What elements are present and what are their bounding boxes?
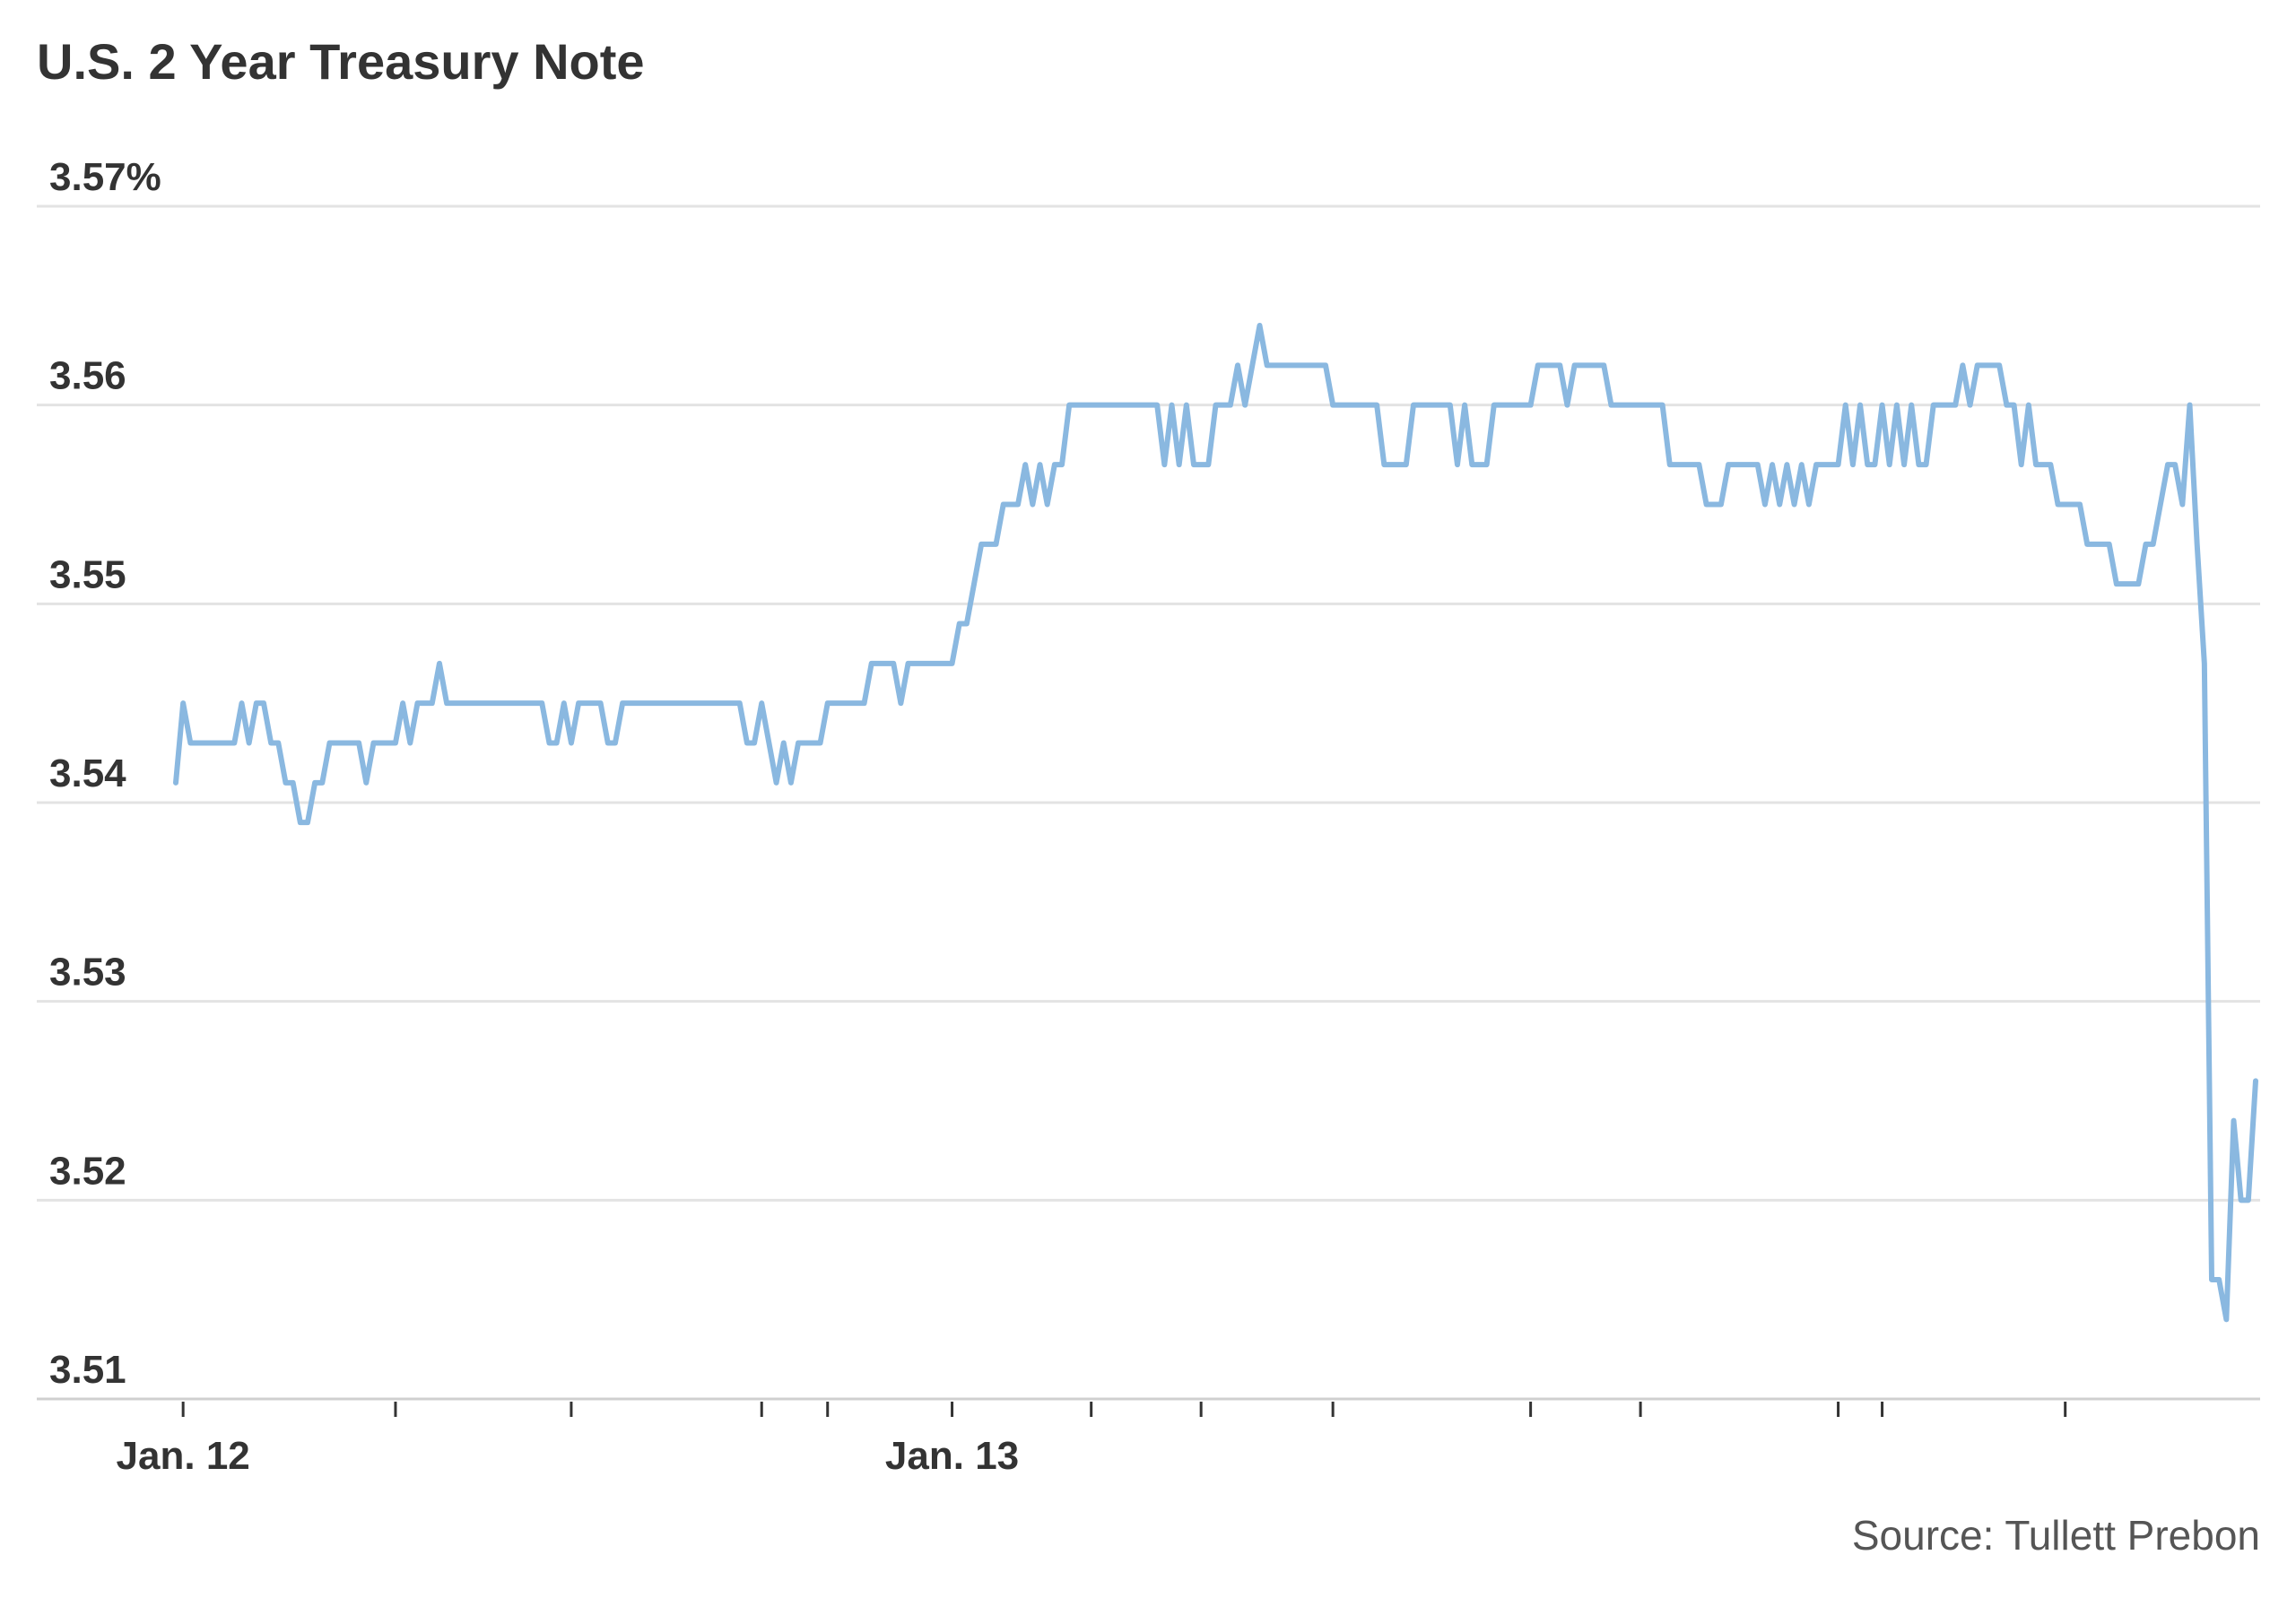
y-tick-label: 3.55 bbox=[49, 552, 126, 596]
y-tick-label: 3.53 bbox=[49, 951, 126, 995]
y-tick-label: 3.52 bbox=[49, 1149, 126, 1193]
chart-title: U.S. 2 Year Treasury Note bbox=[37, 33, 645, 90]
source-note: Source: Tullett Prebon bbox=[1852, 1512, 2260, 1559]
y-tick-label: 3.57% bbox=[49, 155, 161, 199]
y-tick-label: 3.56 bbox=[49, 354, 126, 398]
x-tick-label: Jan. 12 bbox=[117, 1434, 250, 1478]
y-tick-label: 3.54 bbox=[49, 751, 126, 795]
x-tick-label: Jan. 13 bbox=[885, 1434, 1019, 1478]
y-tick-label: 3.51 bbox=[49, 1348, 126, 1392]
line-series bbox=[173, 323, 2258, 1323]
